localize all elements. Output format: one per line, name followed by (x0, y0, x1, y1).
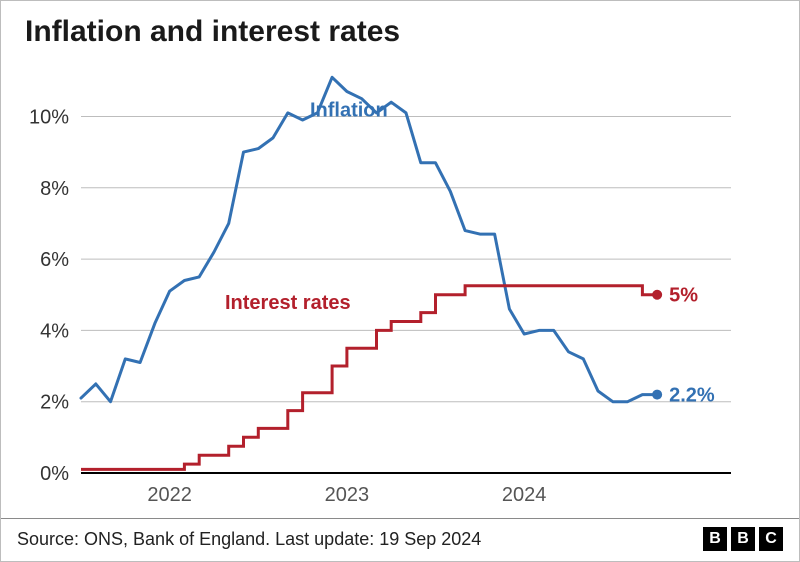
inflation-end-label: 2.2% (669, 385, 715, 407)
source-text: Source: ONS, Bank of England. Last updat… (17, 529, 481, 550)
interest-series-label: Interest rates (225, 292, 351, 314)
bbc-logo: B B C (703, 527, 783, 551)
plot-area: 0% 2% 4% 6% 8% 10% 2022 2023 2024 2.2% Inflation 5%… (1, 53, 799, 518)
bbc-logo-letter: C (759, 527, 783, 551)
y-axis-label: 8% (40, 178, 69, 200)
inflation-series-label: Inflation (310, 99, 388, 121)
chart-svg: 0% 2% 4% 6% 8% 10% 2022 2023 2024 2.2% Inflation 5%… (1, 53, 799, 518)
chart-footer: Source: ONS, Bank of England. Last updat… (1, 518, 799, 561)
bbc-logo-letter: B (731, 527, 755, 551)
y-axis-label: 2% (40, 392, 69, 414)
inflation-line (81, 77, 657, 401)
y-axis-label: 4% (40, 320, 69, 342)
x-axis-label: 2022 (147, 484, 192, 506)
y-axis-label: 6% (40, 249, 69, 271)
interest-end-label: 5% (669, 285, 698, 307)
y-axis-label: 10% (29, 106, 69, 128)
x-axis-label: 2023 (325, 484, 370, 506)
interest-end-marker (652, 290, 662, 300)
bbc-logo-letter: B (703, 527, 727, 551)
chart-title: Inflation and interest rates (1, 1, 799, 53)
y-axis-label: 0% (40, 463, 69, 485)
interest-line (81, 286, 657, 470)
x-axis-label: 2024 (502, 484, 547, 506)
chart-card: Inflation and interest rates 0% 2% 4% 6% 8% 1… (0, 0, 800, 562)
inflation-end-marker (652, 390, 662, 400)
